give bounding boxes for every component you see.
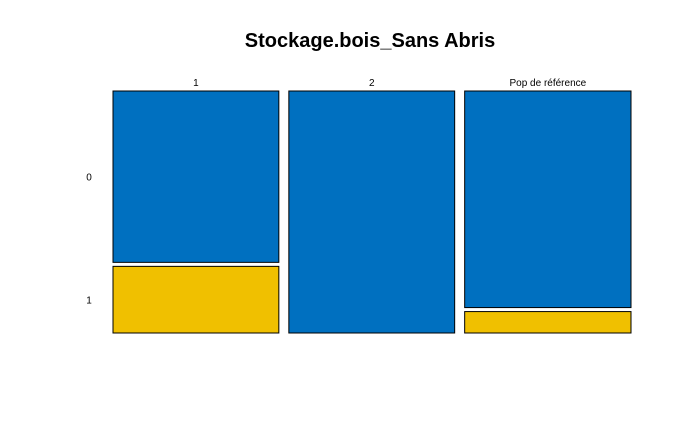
row-label: 0 — [86, 173, 92, 184]
column-label: 1 — [193, 78, 199, 89]
row-label: 1 — [86, 296, 92, 307]
mosaic-tile-0 — [464, 90, 632, 309]
mosaic-tile-0 — [112, 90, 280, 263]
mosaic-tile-1 — [112, 265, 280, 334]
chart-title: Stockage.bois_Sans Abris — [244, 30, 496, 52]
column-label: Pop de référence — [509, 78, 586, 89]
mosaic-tile-1 — [464, 311, 632, 334]
mosaic-tile-0 — [288, 90, 456, 334]
column-label: 2 — [369, 78, 375, 89]
